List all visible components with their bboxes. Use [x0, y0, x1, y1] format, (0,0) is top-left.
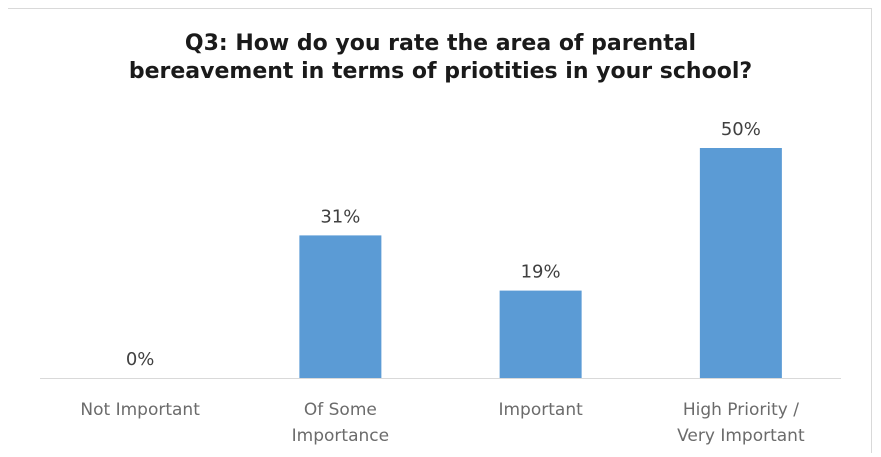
- x-tick-label-3: High Priority / Very Important: [677, 400, 805, 446]
- data-label-0: 0%: [126, 349, 155, 370]
- bar-series: [299, 148, 782, 378]
- bar-1: [299, 235, 382, 378]
- x-tick-label-0: Not Important: [80, 400, 200, 420]
- bar-3: [699, 148, 782, 378]
- chart-title-line-1: Q3: How do you rate the area of parental: [184, 31, 697, 56]
- bar-2: [499, 290, 582, 378]
- chart-title: Q3: How do you rate the area of parental…: [40, 30, 841, 86]
- chart-title-line-2: bereavement in terms of priotities in yo…: [128, 59, 753, 84]
- data-label-1: 31%: [320, 206, 360, 227]
- data-labels: 0% 31% 19% 50%: [126, 119, 761, 370]
- x-tick-label-1: Of Some Importance: [292, 400, 389, 446]
- x-axis-tick-labels: Not Important Of Some Importance Important H…: [80, 400, 805, 446]
- chart-frame: [8, 8, 872, 453]
- data-label-2: 19%: [521, 262, 561, 283]
- x-tick-label-2: Important: [498, 400, 583, 420]
- data-label-3: 50%: [721, 119, 761, 140]
